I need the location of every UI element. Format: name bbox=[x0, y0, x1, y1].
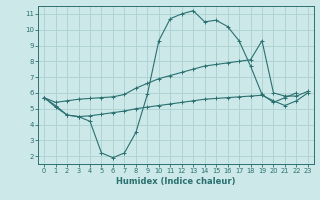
X-axis label: Humidex (Indice chaleur): Humidex (Indice chaleur) bbox=[116, 177, 236, 186]
